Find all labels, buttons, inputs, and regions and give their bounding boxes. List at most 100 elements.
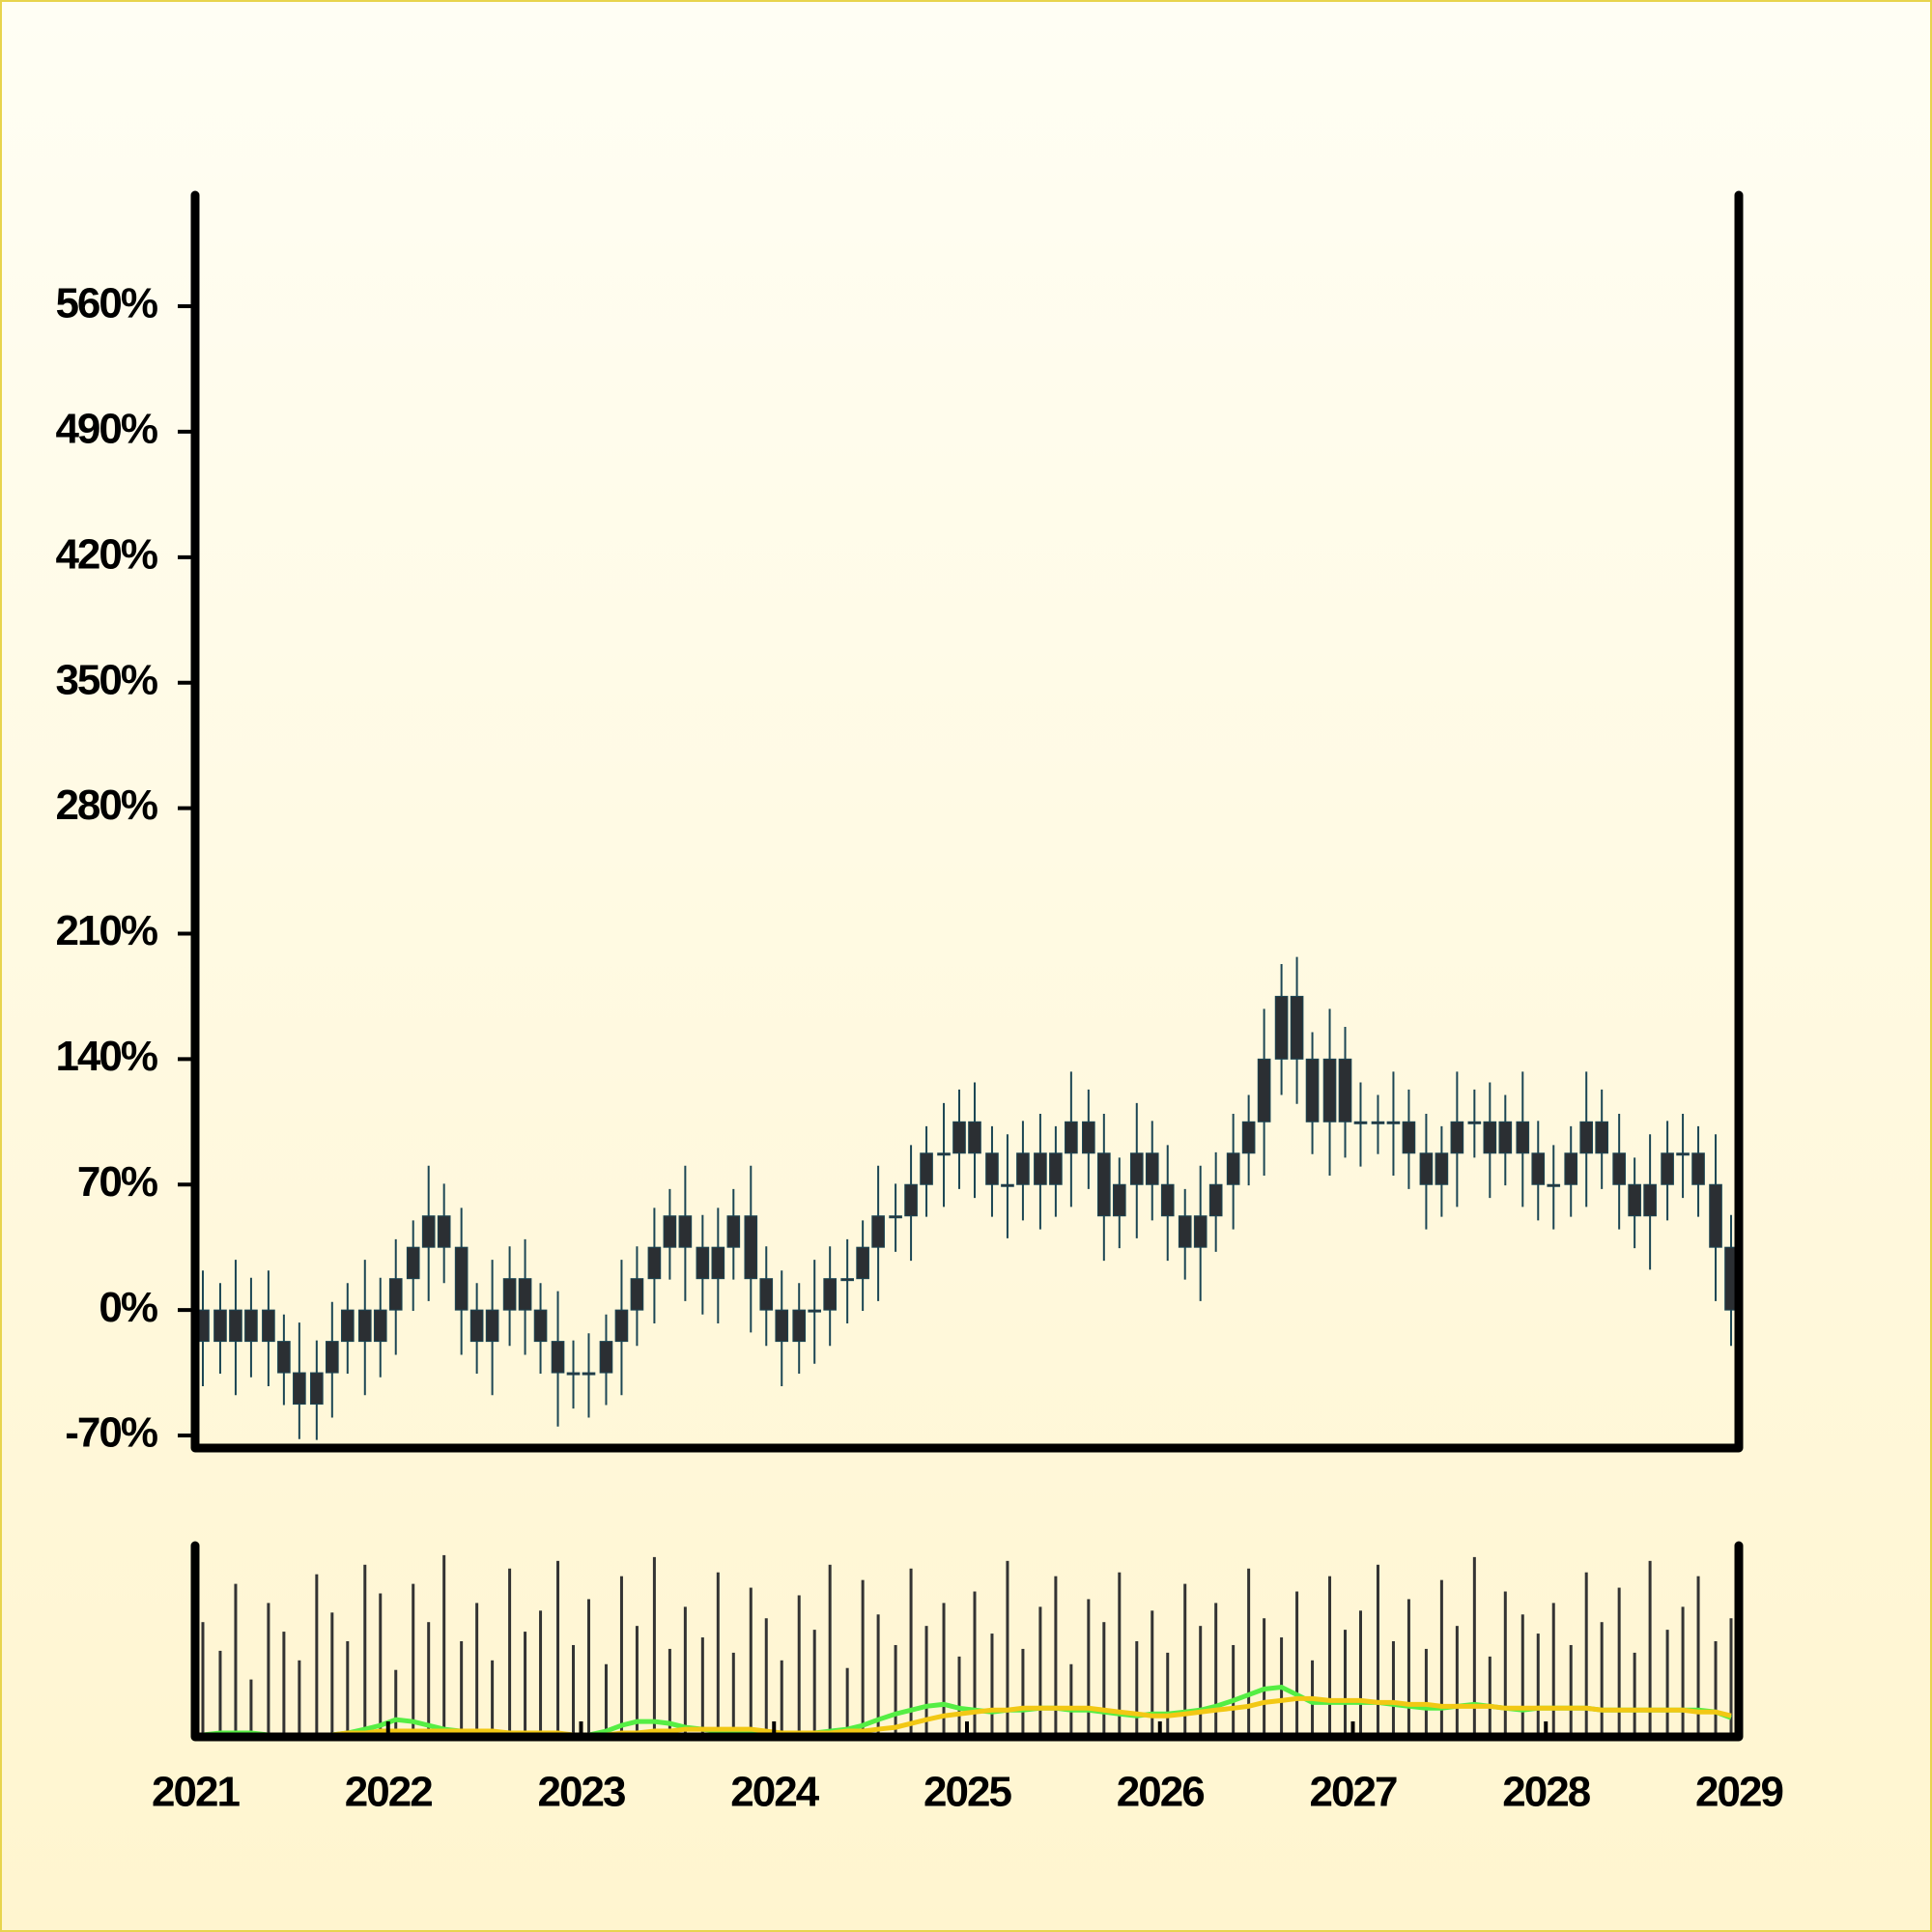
volume-bar	[635, 1626, 639, 1737]
volume-bar	[1135, 1641, 1139, 1737]
candle-body	[1241, 1121, 1256, 1154]
candle-body	[678, 1215, 693, 1248]
candle-body	[310, 1372, 324, 1406]
volume-bar	[1247, 1568, 1251, 1737]
candle-body	[711, 1246, 725, 1280]
volume-bar	[1681, 1606, 1685, 1737]
volume-bar	[731, 1652, 735, 1737]
volume-bar	[894, 1644, 897, 1737]
candle-body	[244, 1309, 258, 1343]
candle-body	[454, 1246, 469, 1311]
volume-bar	[1118, 1572, 1122, 1737]
volume-bar	[1648, 1560, 1652, 1737]
volume-bar	[780, 1660, 783, 1737]
volume-bar	[861, 1579, 865, 1737]
volume-bar	[909, 1568, 913, 1737]
volume-bar	[1696, 1576, 1700, 1737]
volume-bar	[1151, 1610, 1154, 1737]
candle-body	[469, 1309, 484, 1343]
candle-body	[630, 1278, 644, 1311]
volume-bar	[267, 1603, 270, 1737]
candle-body	[1531, 1152, 1546, 1185]
candle-body	[533, 1309, 548, 1343]
volume-bar	[1358, 1610, 1362, 1737]
candle-body	[1595, 1121, 1609, 1154]
candle-body	[1676, 1152, 1690, 1156]
volume-bar	[1600, 1622, 1604, 1737]
candle-body	[373, 1309, 387, 1343]
volume-bar	[1344, 1630, 1348, 1737]
volume-bar	[346, 1641, 350, 1737]
candle-body	[229, 1309, 242, 1343]
candle-body	[663, 1215, 677, 1248]
volume-bar	[1503, 1591, 1507, 1737]
candle-body	[1564, 1152, 1578, 1185]
volume-bar	[1183, 1583, 1187, 1737]
candle-body	[1226, 1152, 1240, 1185]
volume-bar	[1520, 1614, 1524, 1737]
candle-body	[1450, 1121, 1464, 1154]
x-tick-label: 2028	[1502, 1769, 1590, 1816]
volume-bar	[1263, 1618, 1266, 1737]
candle-body	[904, 1183, 918, 1217]
volume-bar	[1617, 1587, 1621, 1737]
volume-bar	[1214, 1603, 1218, 1737]
volume-bar	[1569, 1644, 1573, 1737]
volume-bar	[942, 1603, 946, 1737]
volume-bar	[460, 1641, 464, 1737]
volume-bar	[845, 1667, 849, 1737]
candle-body	[808, 1309, 822, 1313]
candle-body	[1290, 995, 1304, 1060]
candle-body	[1065, 1121, 1078, 1154]
volume-bar	[1551, 1603, 1555, 1737]
x-tick-label: 2021	[152, 1769, 240, 1816]
volume-bar	[491, 1660, 495, 1737]
candle-body	[647, 1246, 662, 1280]
volume-bar	[508, 1568, 512, 1737]
volume-bar	[379, 1593, 383, 1737]
volume-bar	[315, 1574, 319, 1737]
volume-bar	[1439, 1579, 1443, 1737]
y-tick-label: 420%	[55, 530, 156, 578]
volume-bar	[586, 1599, 590, 1737]
candle-body	[1419, 1152, 1434, 1185]
candle-body	[1096, 1152, 1111, 1217]
volume-bar	[828, 1564, 832, 1737]
candle-body	[1049, 1152, 1063, 1185]
axis-frame	[190, 190, 1744, 1453]
candle-body	[1498, 1121, 1513, 1154]
volume-bar	[668, 1648, 671, 1737]
candle-body	[1338, 1058, 1352, 1122]
candle-body	[325, 1341, 339, 1374]
candle-body	[1709, 1183, 1722, 1248]
y-tick-label: 280%	[55, 781, 156, 829]
candle-body	[262, 1309, 275, 1343]
x-tick-label: 2027	[1310, 1769, 1397, 1816]
volume-bar	[475, 1603, 479, 1737]
candle-body	[1160, 1183, 1175, 1217]
volume-bar	[234, 1583, 238, 1737]
candle-body	[1208, 1183, 1223, 1217]
candle-body	[823, 1278, 838, 1311]
candle-body	[437, 1215, 451, 1248]
candle-body	[502, 1278, 517, 1311]
volume-bar	[572, 1644, 576, 1737]
volume-bar	[1391, 1641, 1395, 1737]
volume-bar	[524, 1632, 527, 1737]
volume-bar	[1295, 1591, 1299, 1737]
volume-bar	[1054, 1576, 1058, 1737]
x-tick-label: 2026	[1117, 1769, 1204, 1816]
candle-body	[1034, 1152, 1047, 1185]
volume-bar	[218, 1650, 222, 1737]
volume-bar	[812, 1630, 816, 1737]
candle-body	[406, 1246, 420, 1280]
candle-body	[871, 1215, 885, 1248]
volume-bar	[412, 1583, 415, 1737]
candle-body	[293, 1372, 306, 1406]
candle-body	[775, 1309, 789, 1343]
candle-body	[551, 1341, 565, 1374]
candle-body	[726, 1215, 741, 1248]
candle-body	[889, 1215, 902, 1219]
y-tick-label: 350%	[55, 656, 156, 703]
